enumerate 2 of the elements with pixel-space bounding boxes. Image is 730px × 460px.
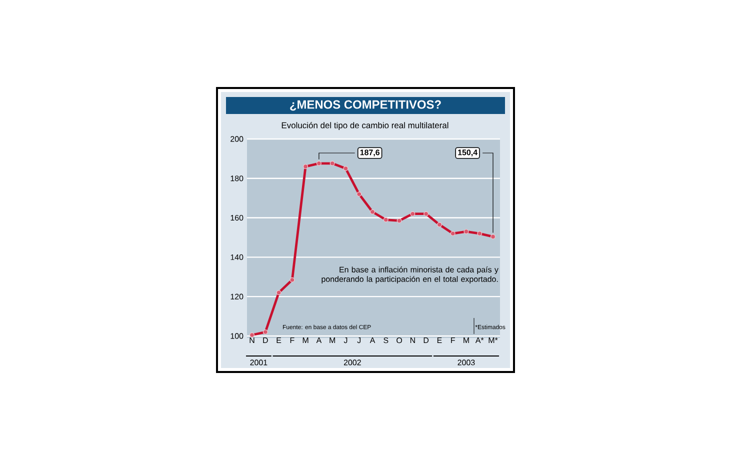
chart-subtitle: Evolución del tipo de cambio real multilateral <box>282 122 448 130</box>
chart-title: ¿MENOS COMPETITIVOS? <box>290 100 441 111</box>
